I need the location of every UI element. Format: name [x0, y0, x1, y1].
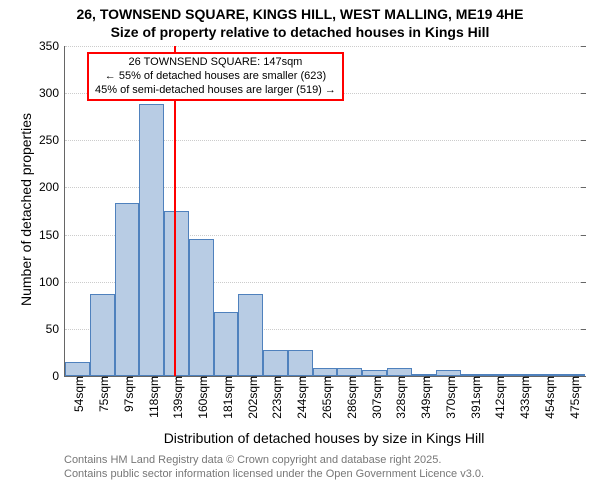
- y-tick-label: 350: [39, 39, 65, 53]
- histogram-chart: 26, TOWNSEND SQUARE, KINGS HILL, WEST MA…: [0, 0, 600, 500]
- x-tick-label: 139sqm: [167, 376, 185, 419]
- histogram-bar: [387, 368, 412, 376]
- y-tick-label: 0: [52, 369, 65, 383]
- histogram-bar: [115, 203, 140, 376]
- histogram-bar: [238, 294, 263, 376]
- y-tickmark: [581, 329, 586, 330]
- histogram-bar: [214, 312, 239, 376]
- y-axis-label: Number of detached properties: [18, 113, 34, 306]
- x-tick-label: 54sqm: [68, 376, 86, 412]
- footer-line-1: Contains HM Land Registry data © Crown c…: [64, 454, 484, 468]
- info-box-line: ← 55% of detached houses are smaller (62…: [95, 70, 336, 84]
- y-tick-label: 200: [39, 180, 65, 194]
- y-tickmark: [581, 235, 586, 236]
- x-tick-label: 286sqm: [341, 376, 359, 419]
- y-tick-label: 100: [39, 275, 65, 289]
- x-tick-label: 412sqm: [489, 376, 507, 419]
- x-tick-label: 75sqm: [93, 376, 111, 412]
- histogram-bar: [263, 350, 288, 376]
- x-tick-label: 97sqm: [118, 376, 136, 412]
- y-tick-label: 50: [46, 322, 65, 336]
- title-line-2: Size of property relative to detached ho…: [0, 24, 600, 42]
- histogram-bar: [337, 368, 362, 376]
- plot-area: 05010015020025030035054sqm75sqm97sqm118s…: [64, 46, 585, 377]
- x-tick-label: 307sqm: [366, 376, 384, 419]
- y-tickmark: [581, 282, 586, 283]
- x-tick-label: 223sqm: [266, 376, 284, 419]
- x-tick-label: 370sqm: [440, 376, 458, 419]
- y-tick-label: 300: [39, 86, 65, 100]
- y-tick-label: 250: [39, 133, 65, 147]
- gridline: [65, 46, 585, 47]
- x-tick-label: 391sqm: [465, 376, 483, 419]
- x-tick-label: 244sqm: [291, 376, 309, 419]
- histogram-bar: [90, 294, 115, 376]
- histogram-bar: [189, 239, 214, 376]
- y-tickmark: [581, 187, 586, 188]
- x-tick-label: 265sqm: [316, 376, 334, 419]
- x-tick-label: 433sqm: [514, 376, 532, 419]
- y-tickmark: [581, 140, 586, 141]
- x-tick-label: 160sqm: [192, 376, 210, 419]
- histogram-bar: [139, 104, 164, 376]
- x-tick-label: 118sqm: [143, 376, 161, 418]
- histogram-bar: [313, 368, 338, 376]
- histogram-bar: [288, 350, 313, 376]
- x-tick-label: 454sqm: [539, 376, 557, 419]
- x-tick-label: 349sqm: [415, 376, 433, 419]
- property-info-box: 26 TOWNSEND SQUARE: 147sqm← 55% of detac…: [87, 52, 344, 101]
- x-tick-label: 202sqm: [242, 376, 260, 419]
- x-tick-label: 475sqm: [564, 376, 582, 419]
- x-axis-label: Distribution of detached houses by size …: [64, 430, 584, 446]
- y-tickmark: [581, 93, 586, 94]
- histogram-bar: [65, 362, 90, 376]
- footer-line-2: Contains public sector information licen…: [64, 468, 484, 482]
- y-tick-label: 150: [39, 228, 65, 242]
- info-box-line: 26 TOWNSEND SQUARE: 147sqm: [95, 56, 336, 70]
- title-line-1: 26, TOWNSEND SQUARE, KINGS HILL, WEST MA…: [0, 6, 600, 24]
- x-tick-label: 328sqm: [390, 376, 408, 419]
- histogram-bar: [164, 211, 189, 376]
- chart-title: 26, TOWNSEND SQUARE, KINGS HILL, WEST MA…: [0, 0, 600, 41]
- footer-attribution: Contains HM Land Registry data © Crown c…: [64, 454, 484, 482]
- info-box-line: 45% of semi-detached houses are larger (…: [95, 84, 336, 98]
- x-tick-label: 181sqm: [217, 376, 235, 419]
- y-tickmark: [581, 46, 586, 47]
